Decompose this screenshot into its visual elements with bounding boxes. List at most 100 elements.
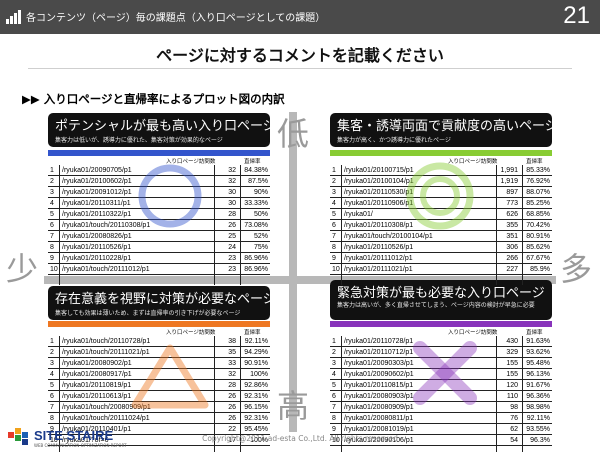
visits-cell: 626 [506,211,518,218]
visits-cell: 773 [506,200,518,207]
bounce-cell: 91.63% [526,338,550,345]
table-header: 入り口ページ訪問数 直帰率 [48,156,270,165]
url-cell: /ryuka01/20100715/p1 [344,167,414,174]
visits-cell: 23 [228,266,236,273]
column-header-visits: 入り口ページ訪問数 [166,159,216,165]
bounce-cell: 73.08% [244,222,268,229]
url-cell: /ryuka01/20080909/p1 [344,404,414,411]
rank-cell: 4 [332,371,336,378]
column-header-bounce: 直帰率 [244,159,261,165]
rank-cell: 8 [50,244,54,251]
url-cell: /ryuka01/20110728/p1 [344,338,414,345]
url-cell: /ryuka01/20080903/p1 [344,393,414,400]
rank-cell: 5 [332,382,336,389]
rank-cell: 5 [50,211,54,218]
quadrant-title: 緊急対策が最も必要な入り口ページ [337,286,545,301]
title-divider [28,68,572,69]
bounce-cell: 67.67% [526,255,550,262]
url-cell: /ryuka01/20110526/p1 [344,244,414,251]
column-divider [240,336,241,452]
table-header: 入り口ページ訪問数 直帰率 [48,327,270,336]
rank-cell: 9 [50,426,54,433]
rank-cell: 6 [50,222,54,229]
url-cell: /ryuka01/touch/20100104/p1 [344,233,433,240]
visits-cell: 897 [506,189,518,196]
bounce-cell: 92.11% [244,338,268,345]
table-row: 1/ryuka01/20100715/p1 1,991 85.33% [330,165,552,176]
visits-cell: 33 [228,360,236,367]
visits-cell: 24 [228,244,236,251]
visits-cell: 306 [506,244,518,251]
column-header-bounce: 直帰率 [244,330,261,336]
column-divider [341,165,342,285]
url-cell: /ryuka01/20080902/p1 [62,360,132,367]
quadrant-table-top-right: 入り口ページ訪問数 直帰率 1/ryuka01/20100715/p1 1,991 85… [330,150,552,285]
bounce-cell: 100% [250,371,268,378]
url-cell: /ryuka01/20100602/p1 [62,178,132,185]
table-row: 4/ryuka01/20110311/p1 30 33.33% [48,198,270,209]
table-row: 2/ryuka01/20100104/p1 1,919 76.92% [330,176,552,187]
visits-cell: 23 [228,255,236,262]
top-bar: 各コンテンツ（ページ）毎の課題点（入り口ページとしての課題） 21 [0,0,600,34]
section-heading: ▶▶ 入り口ページと直帰率によるプロット図の内訳 [22,92,285,106]
table-header: 入り口ページ訪問数 直帰率 [330,327,552,336]
visits-cell: 98 [510,404,518,411]
visits-cell: 62 [510,426,518,433]
url-cell: /ryuka01/20090602/p1 [344,371,414,378]
axis-label-low: 低 [277,115,310,153]
table-row: 9/ryuka01/20110228/p1 23 86.96% [48,253,270,264]
table-row: 3/ryuka01/20110530/p1 897 88.07% [330,187,552,198]
column-header-visits: 入り口ページ訪問数 [448,159,498,165]
bounce-cell: 95.48% [526,360,550,367]
axis-label-high: 高 [277,387,310,425]
rank-cell: 7 [332,233,336,240]
url-cell: /ryuka01/touch/20111012/p1 [62,266,150,273]
table-row: 7/ryuka01/touch/20100104/p1 351 80.91% [330,231,552,242]
column-divider [214,165,215,285]
visits-cell: 26 [228,393,236,400]
url-cell: /ryuka01/20110401/p1 [62,426,132,433]
table-row: 4/ryuka01/20080917/p1 32 100% [48,369,270,380]
bounce-cell: 95.45% [244,426,268,433]
page-number: 21 [563,2,590,29]
url-cell: /ryuka01/20110613/p1 [62,393,132,400]
column-header-bounce: 直帰率 [526,159,543,165]
url-cell: /ryuka01/touch/20110728/p1 [62,338,151,345]
visits-cell: 355 [506,222,518,229]
table-row: 1/ryuka01/20090705/p1 32 84.38% [48,165,270,176]
rank-cell: 1 [332,167,336,174]
table-row: 4/ryuka01/20090602/p1 155 96.13% [330,369,552,380]
visits-cell: 329 [506,349,518,356]
url-cell: /ryuka01/20110228/p1 [62,255,132,262]
visits-cell: 30 [228,189,236,196]
url-cell: /ryuka01/touch/20111024/p1 [62,415,150,422]
column-divider [214,336,215,452]
quadrant-title: ポテンシャルが最も高い入り口ページ [55,119,276,134]
url-cell: /ryuka01/20110712/p1 [344,349,414,356]
column-divider [59,336,60,452]
rank-cell: 2 [332,349,336,356]
visits-cell: 38 [228,338,236,345]
bounce-cell: 96.3% [530,437,550,444]
axis-label-many: 多 [560,250,593,288]
table-row: 6/ryuka01/20110613/p1 26 92.31% [48,391,270,402]
rank-cell: 10 [50,266,58,273]
url-cell: /ryuka01/touch/20111021/p1 [62,349,150,356]
rank-cell: 1 [332,338,336,345]
logo-mark [8,432,14,438]
table-row: 2/ryuka01/touch/20111021/p1 35 94.29% [48,347,270,358]
table-row: 7/ryuka01/20080826/p1 25 52% [48,231,270,242]
quadrant-subtitle: 集客力は低いが、誘導力に優れた、集客対策が効果的なページ [55,137,223,144]
rank-cell: 4 [50,200,54,207]
url-cell: /ryuka01/20111021/p1 [344,266,413,273]
visits-cell: 17 [228,437,236,444]
url-cell: /ryuka01/20111012/p1 [344,255,413,262]
logo-tagline: WEB COMMUNICATION OPTIMIZATION REPORT [34,443,127,448]
bounce-cell: 94.29% [244,349,268,356]
bounce-cell: 92.86% [244,382,268,389]
quadrant-subtitle: 集客力は高いが、多く直帰させてしまう、ページ内容の検討が早急に必要 [337,302,535,309]
column-divider [496,336,497,452]
rank-cell: 9 [50,255,54,262]
rank-cell: 4 [50,371,54,378]
bounce-cell: 93.55% [526,426,550,433]
